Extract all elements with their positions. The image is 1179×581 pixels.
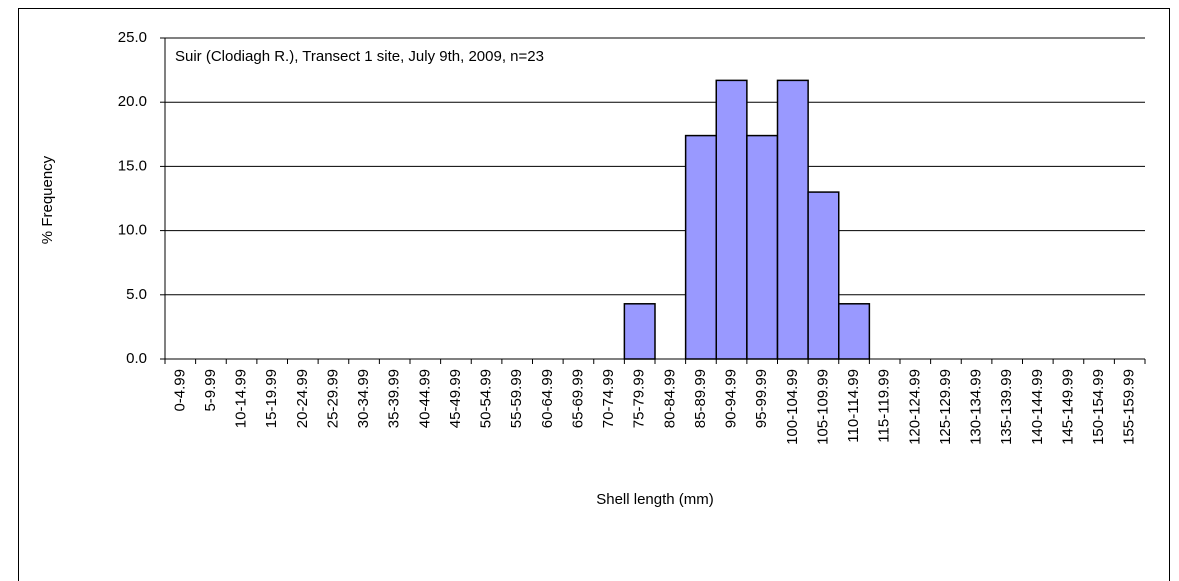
y-tick-label: 0.0	[126, 350, 147, 367]
x-tick-label: 85-89.99	[692, 369, 709, 428]
bar	[715, 79, 748, 360]
x-tick-label: 110-114.99	[845, 369, 862, 443]
x-tick-label: 75-79.99	[631, 369, 648, 428]
x-tick-label: 145-149.99	[1059, 369, 1076, 445]
x-tick-label: 25-29.99	[324, 369, 341, 428]
x-tick-label: 90-94.99	[723, 369, 740, 428]
chart-border	[18, 8, 1170, 581]
x-tick-label: 150-154.99	[1090, 369, 1107, 445]
x-tick-label: 0-4.99	[171, 369, 188, 412]
x-tick-label: 55-59.99	[508, 369, 525, 428]
x-tick-label: 155-159.99	[1121, 369, 1138, 445]
x-tick-label: 60-64.99	[539, 369, 556, 428]
annotation: Suir (Clodiagh R.), Transect 1 site, Jul…	[175, 48, 544, 65]
x-tick-label: 45-49.99	[447, 369, 464, 428]
x-tick-label: 5-9.99	[202, 369, 219, 412]
x-tick-label: 100-104.99	[784, 369, 801, 445]
x-tick-label: 20-24.99	[294, 369, 311, 428]
x-tick-label: 105-109.99	[814, 369, 831, 445]
y-axis-title: % Frequency	[39, 155, 56, 244]
bar	[776, 79, 809, 360]
x-tick-label: 50-54.99	[478, 369, 495, 428]
x-tick-label: 140-144.99	[1029, 369, 1046, 445]
y-tick-label: 15.0	[118, 157, 147, 174]
x-tick-label: 30-34.99	[355, 369, 372, 428]
x-tick-label: 115-119.99	[876, 369, 893, 443]
x-tick-label: 120-124.99	[906, 369, 923, 445]
x-tick-label: 70-74.99	[600, 369, 617, 428]
x-tick-label: 40-44.99	[416, 369, 433, 428]
y-tick-label: 10.0	[118, 222, 147, 239]
y-tick-label: 25.0	[118, 29, 147, 46]
bar	[746, 134, 779, 360]
x-tick-label: 35-39.99	[386, 369, 403, 428]
x-tick-label: 130-134.99	[968, 369, 985, 445]
bar	[623, 303, 656, 360]
x-tick-label: 65-69.99	[569, 369, 586, 428]
bar	[807, 191, 840, 360]
y-tick-label: 5.0	[126, 286, 147, 303]
x-tick-label: 15-19.99	[263, 369, 280, 428]
x-tick-label: 80-84.99	[661, 369, 678, 428]
y-tick-label: 20.0	[118, 93, 147, 110]
x-axis-title: Shell length (mm)	[596, 491, 714, 508]
x-tick-label: 10-14.99	[233, 369, 250, 428]
bar	[838, 303, 871, 360]
x-tick-label: 95-99.99	[753, 369, 770, 428]
bar	[684, 134, 717, 360]
x-tick-label: 135-139.99	[998, 369, 1015, 445]
x-tick-label: 125-129.99	[937, 369, 954, 445]
